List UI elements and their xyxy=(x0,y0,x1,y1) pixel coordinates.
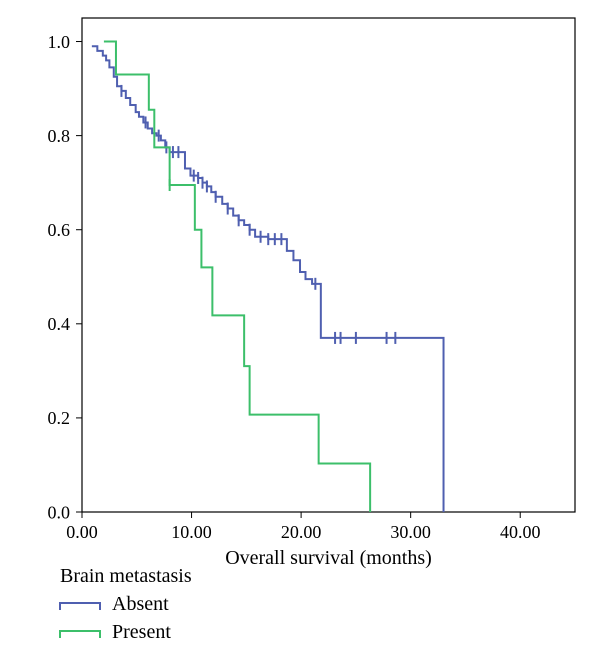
chart-container: 0.00 10.00 20.00 30.00 40.00 0.0 0.2 0.4 0.6 0.8 1… xyxy=(0,0,612,656)
y-tick-label: 0.6 xyxy=(48,220,71,240)
y-tick-label: 0.0 xyxy=(48,502,71,522)
x-tick-label: 10.00 xyxy=(171,522,212,542)
y-tick-label: 0.4 xyxy=(48,314,71,334)
y-tick-label: 1.0 xyxy=(48,32,71,52)
x-tick-label: 20.00 xyxy=(281,522,322,542)
x-axis-label: Overall survival (months) xyxy=(225,547,432,569)
plot-frame xyxy=(82,18,575,512)
legend-label-absent: Absent xyxy=(112,593,169,615)
x-tick-label: 0.00 xyxy=(66,522,98,542)
survival-chart-svg: 0.00 10.00 20.00 30.00 40.00 0.0 0.2 0.4 0.6 0.8 1… xyxy=(0,0,612,656)
x-tick-label: 40.00 xyxy=(500,522,541,542)
y-tick-label: 0.2 xyxy=(48,408,71,428)
legend-label-present: Present xyxy=(112,621,171,643)
y-tick-label: 0.8 xyxy=(48,126,71,146)
x-tick-label: 30.00 xyxy=(390,522,431,542)
legend-title: Brain metastasis xyxy=(60,565,192,587)
